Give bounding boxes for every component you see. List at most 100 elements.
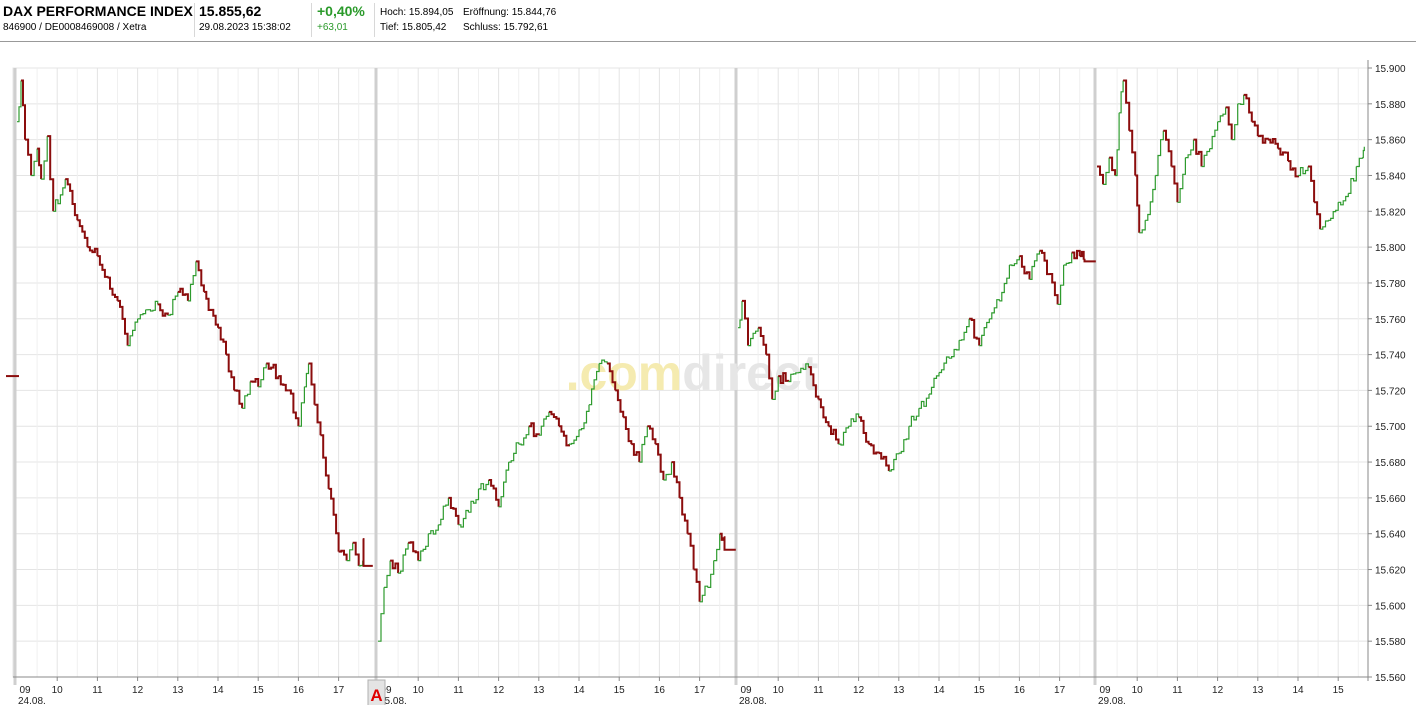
x-tick-label: 11 — [813, 685, 824, 696]
price-segment — [31, 148, 38, 177]
price-segment — [298, 386, 305, 427]
x-date-label: 25.08. — [379, 696, 407, 705]
price-segment — [346, 542, 354, 562]
x-tick-label: 13 — [1252, 685, 1264, 696]
price-segment — [157, 303, 169, 317]
price-segment — [203, 290, 219, 328]
price-segment — [1155, 130, 1164, 177]
price-segment — [428, 524, 439, 535]
price-segment — [772, 376, 779, 400]
x-tick-label: 10 — [773, 685, 785, 696]
price-segment — [1135, 174, 1141, 233]
x-tick-label: 10 — [52, 685, 64, 696]
price-segment — [713, 533, 721, 562]
intraday-chart[interactable]: .comdirect 15.560 15.580 15.600 15.620 15.64… — [0, 42, 1416, 705]
price-segment — [438, 497, 449, 526]
x-tick-label: 14 — [1292, 685, 1304, 696]
price-segment — [707, 560, 715, 588]
price-segment — [468, 488, 480, 513]
price-segment — [1009, 256, 1020, 267]
price-series — [6, 79, 1365, 642]
price-segment — [748, 327, 759, 347]
watermark-part-1: .com — [566, 345, 683, 401]
x-tick-label: 15 — [1333, 685, 1345, 696]
x-date-label: 24.08. — [18, 696, 46, 705]
price-segment — [687, 532, 695, 570]
price-segment — [1201, 148, 1211, 168]
marker-box — [367, 679, 386, 705]
price-segment — [538, 411, 550, 436]
price-segment — [1103, 157, 1110, 185]
price-segment — [1288, 160, 1299, 178]
watermark: .comdirect — [566, 345, 819, 401]
low-stat: Tief: 15.805,42 — [380, 22, 446, 33]
price-segment — [448, 496, 460, 525]
price-segment — [1139, 220, 1146, 234]
price-segment — [1171, 165, 1179, 203]
price-segment — [458, 509, 469, 528]
change-percent: +0,40% — [317, 3, 365, 19]
x-tick-label: 12 — [1212, 685, 1224, 696]
price-segment — [808, 366, 820, 400]
y-tick-label: 15.800 — [1375, 243, 1406, 254]
y-tick-label: 15.660 — [1375, 494, 1406, 505]
x-tick-label: 15 — [614, 685, 626, 696]
price-segment — [693, 568, 701, 602]
open-value: 15.844,76 — [511, 7, 557, 18]
price-segment — [655, 443, 665, 480]
price-segment — [117, 299, 129, 346]
price-segment — [1314, 201, 1322, 230]
change-cell: +0,40% +63,01 — [312, 0, 374, 41]
y-tick-label: 15.600 — [1375, 601, 1406, 612]
instrument-identifiers: 846900 / DE0008469008 / Xetra — [3, 22, 147, 33]
y-tick-label: 15.560 — [1375, 673, 1406, 684]
x-tick-label: 15 — [974, 685, 986, 696]
y-tick-label: 15.840 — [1375, 171, 1406, 182]
price-segment — [320, 434, 330, 489]
price-segment — [234, 389, 244, 409]
price-segment — [558, 425, 570, 447]
price-segment — [1231, 103, 1239, 141]
x-date-label: 29.08. — [1098, 696, 1126, 705]
price-segment — [1267, 138, 1279, 149]
price-segment — [1257, 134, 1269, 144]
x-tick-label: 13 — [893, 685, 905, 696]
price-segment — [1109, 156, 1117, 176]
price-segment — [949, 340, 960, 359]
price-segment — [623, 416, 633, 445]
price-segment — [989, 299, 1000, 320]
price-segment — [1177, 157, 1186, 203]
price-segment — [498, 462, 510, 508]
price-segment — [766, 353, 774, 400]
price-segment — [1209, 121, 1219, 150]
x-tick-label: 09 — [740, 685, 752, 696]
x-tick-label: 11 — [1172, 685, 1183, 696]
price-segment — [278, 375, 289, 392]
close-label: Schluss: — [463, 22, 501, 33]
price-segment — [959, 318, 970, 341]
price-segment — [699, 585, 709, 603]
instrument-cell: DAX PERFORMANCE INDEX 846900 / DE0008469… — [0, 0, 193, 41]
y-tick-label: 15.780 — [1375, 279, 1406, 290]
price-segment — [848, 413, 860, 427]
event-marker[interactable]: A — [367, 679, 386, 705]
price-segment — [639, 426, 648, 463]
index-name[interactable]: DAX PERFORMANCE INDEX — [3, 3, 193, 19]
x-tick-label: 11 — [453, 685, 464, 696]
x-tick-label: 16 — [293, 685, 305, 696]
change-absolute: +63,01 — [317, 22, 348, 33]
x-tick-label: 09 — [1099, 685, 1111, 696]
price-segment — [1251, 120, 1259, 137]
price-segment — [177, 287, 189, 301]
price-segment — [1193, 138, 1203, 167]
closing-auction-line — [362, 538, 373, 567]
price-segment — [969, 317, 981, 346]
price-segment — [328, 487, 340, 552]
price-segment — [187, 261, 197, 302]
x-tick-label: 17 — [694, 685, 706, 696]
price-segment — [939, 356, 950, 374]
price-segment — [195, 260, 205, 292]
price-segment — [1185, 139, 1195, 159]
price-segment — [37, 147, 43, 180]
price-segment — [1057, 265, 1065, 305]
